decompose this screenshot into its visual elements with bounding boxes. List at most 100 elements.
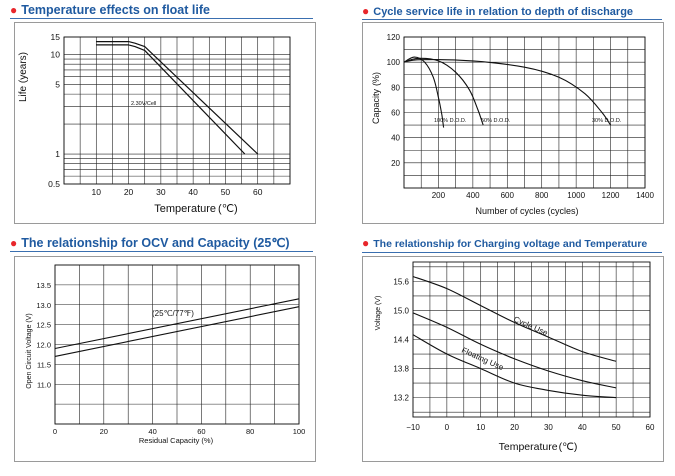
chart-cycle-life: Capacity(%) Number of cycles (cycles) 10… [371,33,654,216]
chart-annotation: 2.30V/Cell [131,101,156,107]
y-tick-label: 13.2 [393,394,409,403]
y-tick-label: 120 [387,33,401,42]
x-tick-label: 10 [92,187,102,197]
panel-title-charging: ● The relationship for Charging voltage a… [362,236,647,250]
y-tick-label: 20 [391,159,400,168]
x-tick-label: 60 [646,423,655,432]
x-tick-label: 1400 [636,191,654,200]
x-tick-label: 50 [221,187,231,197]
x-tick-label: 20 [100,427,108,436]
x-tick-label: 400 [466,191,480,200]
panel-title-ocv: ● The relationship for OCV and Capacity (… [10,235,290,250]
y-axis-label: Voltage (V) [375,296,382,331]
y-axis-label: Capacity(%) [371,72,381,124]
x-tick-label: 800 [535,191,549,200]
x-axis-label: Temperature(℃) [154,203,237,215]
title-underline [362,252,662,253]
grid [63,36,291,185]
bullet-icon: ● [10,236,18,250]
x-tick-label: −10 [406,423,420,432]
x-tick-label: 60 [197,427,205,436]
y-axis-label: Open Circuit Voltage (V) [26,313,33,388]
x-axis-label: Number of cycles (cycles) [475,206,578,216]
y-tick-label: 13.8 [393,365,409,374]
grid [412,262,651,417]
x-tick-label: 600 [501,191,515,200]
data-line [412,312,617,389]
series-label: 100% D.O.D. [434,118,467,124]
y-tick-label: 15.0 [393,306,409,315]
chart-ocv: Open Circuit Voltage (V) Residual Capaci… [26,264,306,445]
data-line [412,275,617,362]
y-tick-label: 10 [51,50,61,60]
title-text: Cycle service life in relation to depth … [373,6,634,18]
title-underline [362,19,662,20]
x-tick-label: 1200 [602,191,620,200]
data-line [54,306,300,357]
x-tick-label: 0 [53,427,57,436]
x-tick-label: 10 [476,423,485,432]
x-tick-label: 40 [578,423,587,432]
series-label: Cycle Use [512,315,549,338]
title-suffix: (25℃) [253,236,290,250]
x-tick-label: 30 [544,423,553,432]
series-label: 30% D.O.D. [592,118,622,124]
data-line [403,56,445,128]
panel-box-cycle-life [362,22,664,224]
y-tick-label: 0.5 [48,179,60,189]
panel-box-ocv [14,256,316,462]
y-tick-label: 100 [387,58,401,67]
y-tick-label: 13.5 [36,281,51,290]
plot-frame [403,36,646,189]
data-line [403,57,484,126]
data-line [96,40,259,155]
data-line [412,334,617,399]
x-axis-label: Residual Capacity (%) [139,436,214,445]
plot-frame [412,261,651,418]
bullet-icon: ● [362,4,370,18]
y-tick-label: 60 [391,109,400,118]
y-tick-label: 11.0 [37,380,51,389]
data-line [96,44,246,155]
chart-float-life: Life (years) Temperature (℃) 2.30V/Cell 1… [18,32,291,215]
x-tick-label: 80 [246,427,254,436]
x-tick-label: 1000 [567,191,585,200]
y-axis-label: Life (years) [18,52,29,102]
title-text: The relationship for Charging voltage an… [373,238,648,250]
title-underline [10,251,313,252]
title-underline [10,18,313,19]
x-tick-label: 30 [156,187,166,197]
x-tick-label: 20 [124,187,134,197]
bullet-icon: ● [10,3,18,17]
x-tick-label: 200 [432,191,446,200]
plot-frame [63,36,291,185]
y-tick-label: 15 [51,32,61,42]
plot-frame [54,264,300,425]
y-tick-label: 5 [55,79,60,89]
chart-charging: Voltage (V) Temperature(℃) Cycle Use Flo… [375,261,655,453]
x-tick-label: 50 [612,423,621,432]
y-tick-label: 12.0 [36,341,51,350]
y-tick-label: 40 [391,134,400,143]
x-tick-label: 40 [188,187,198,197]
data-line [403,59,612,126]
title-text: Temperature effects on float life [21,3,210,17]
panel-box-charging [362,256,664,462]
y-tick-label: 1 [55,149,60,159]
series-label: 50% D.O.D. [481,118,511,124]
x-axis-label: Temperature(℃) [499,441,578,453]
x-tick-label: 100 [293,427,306,436]
y-tick-label: 13.0 [36,301,51,310]
y-tick-label: 12.5 [36,321,51,330]
panel-title-float-life: ● Temperature effects on float life [10,3,210,17]
x-tick-label: 0 [445,423,450,432]
y-tick-label: 15.6 [393,277,409,286]
y-tick-label: 80 [391,83,400,92]
x-tick-label: 40 [148,427,156,436]
chart-annotation: (25℃/77℉) [152,309,194,318]
bullet-icon: ● [362,236,370,250]
data-line [54,298,300,350]
grid [54,264,300,425]
x-tick-label: 60 [253,187,263,197]
